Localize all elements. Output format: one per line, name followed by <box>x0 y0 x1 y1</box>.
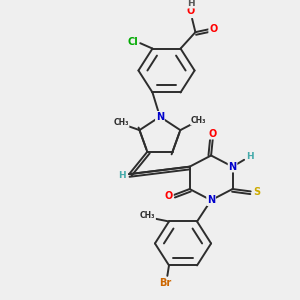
Text: O: O <box>208 129 217 139</box>
Text: N: N <box>156 112 164 122</box>
Text: O: O <box>209 24 218 34</box>
Text: N: N <box>229 162 237 172</box>
Text: H: H <box>118 171 126 180</box>
Text: CH₃: CH₃ <box>191 116 206 125</box>
Text: N: N <box>207 195 215 205</box>
Text: Cl: Cl <box>127 37 138 47</box>
Text: H: H <box>187 0 194 8</box>
Text: O: O <box>186 6 195 16</box>
Text: H: H <box>246 152 254 161</box>
Text: CH₃: CH₃ <box>113 118 129 127</box>
Text: Br: Br <box>160 278 172 288</box>
Text: S: S <box>253 187 260 197</box>
Text: O: O <box>165 191 173 202</box>
Text: CH₃: CH₃ <box>140 211 155 220</box>
